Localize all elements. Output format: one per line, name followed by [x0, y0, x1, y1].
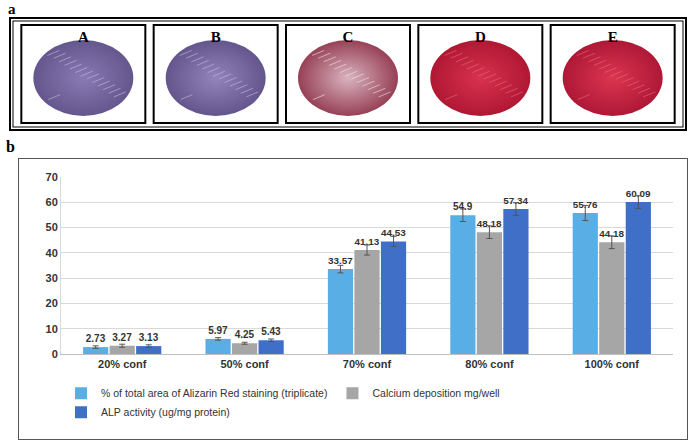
svg-text:5.97: 5.97 — [208, 325, 228, 336]
svg-text:20: 20 — [46, 297, 58, 309]
svg-text:4.25: 4.25 — [235, 329, 255, 340]
svg-text:10: 10 — [46, 323, 58, 335]
svg-text:100% conf: 100% conf — [585, 358, 640, 370]
svg-text:C: C — [343, 29, 354, 45]
svg-text:A: A — [78, 29, 89, 45]
svg-text:41.13: 41.13 — [354, 236, 379, 247]
svg-text:20% conf: 20% conf — [98, 358, 147, 370]
svg-text:70: 70 — [46, 171, 58, 183]
svg-text:33.57: 33.57 — [328, 255, 353, 266]
svg-text:30: 30 — [46, 272, 58, 284]
html-text:b: b — [6, 138, 15, 155]
svg-text:D: D — [475, 29, 486, 45]
svg-text:0: 0 — [52, 348, 58, 360]
svg-text:Calcium deposition mg/well: Calcium deposition mg/well — [372, 387, 499, 399]
svg-text:a: a — [8, 1, 16, 17]
svg-text:50% conf: 50% conf — [220, 358, 269, 370]
svg-text:3.27: 3.27 — [112, 332, 132, 343]
svg-text:% of total area of Alizarin Re: % of total area of Alizarin Red staining… — [101, 387, 327, 399]
svg-text:48.18: 48.18 — [477, 218, 502, 229]
svg-text:B: B — [211, 29, 221, 45]
svg-text:60: 60 — [46, 196, 58, 208]
svg-text:44.53: 44.53 — [381, 227, 406, 238]
svg-text:60.09: 60.09 — [626, 188, 651, 199]
svg-text:80% conf: 80% conf — [465, 358, 514, 370]
svg-text:ALP activity (ug/mg protein): ALP activity (ug/mg protein) — [101, 406, 230, 418]
svg-text:2.73: 2.73 — [86, 333, 106, 344]
svg-text:70% conf: 70% conf — [343, 358, 392, 370]
svg-text:54.9: 54.9 — [453, 201, 473, 212]
svg-text:3.13: 3.13 — [139, 332, 159, 343]
svg-text:40: 40 — [46, 247, 58, 259]
svg-text:5.43: 5.43 — [261, 326, 281, 337]
svg-text:55.76: 55.76 — [573, 199, 598, 210]
svg-text:44.18: 44.18 — [599, 228, 624, 239]
svg-text:E: E — [608, 29, 618, 45]
svg-text:50: 50 — [46, 221, 58, 233]
svg-text:57.34: 57.34 — [503, 195, 528, 206]
